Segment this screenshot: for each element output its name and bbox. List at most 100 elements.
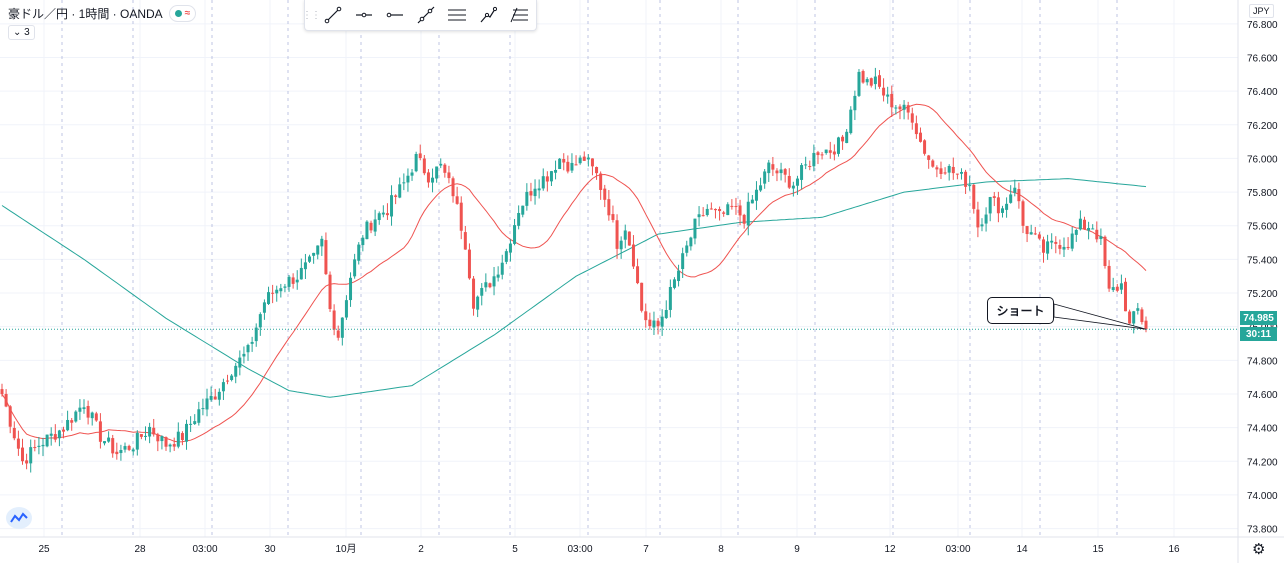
candle-body [135, 432, 139, 450]
time-tick-label: 14 [1016, 544, 1028, 555]
candle-body [701, 215, 705, 217]
candle-body [267, 292, 271, 304]
candle-body [677, 270, 681, 282]
candle-body [62, 429, 66, 432]
candle-body [390, 195, 394, 217]
bar-countdown-label: 30:11 [1240, 327, 1277, 341]
candle-body [193, 421, 197, 425]
candle-body [94, 413, 98, 421]
candle-body [828, 150, 832, 153]
candle-body [681, 253, 685, 270]
candle-body [111, 438, 115, 454]
candle-body [980, 224, 984, 227]
time-tick-label: 30 [264, 544, 276, 555]
fib-retracement-icon[interactable] [503, 0, 534, 30]
candle-body [742, 214, 746, 224]
candle-body [882, 87, 886, 96]
candle-body [939, 168, 943, 174]
candle-body [217, 391, 221, 400]
candle-body [513, 225, 517, 244]
candle-body [1111, 287, 1115, 291]
candle-body [845, 131, 849, 144]
candle-body [172, 444, 176, 447]
candle-body [402, 182, 406, 184]
candle-body [718, 209, 722, 212]
candle-body [369, 222, 373, 231]
candle-body [877, 75, 881, 87]
time-axis-ticks: 25 28 03:00 30 10月 2 5 03:00 7 8 9 12 03:00 14 15 16 [38, 543, 1180, 555]
candle-body [959, 171, 963, 174]
candle-body [230, 375, 234, 381]
candle-body [631, 244, 635, 267]
horizontal-line-icon[interactable] [379, 0, 410, 30]
candle-body [570, 162, 574, 171]
candle-body [574, 164, 578, 166]
symbol-title[interactable]: 豪ドル／円 · 1時間 · OANDA [8, 7, 163, 21]
candle-body [131, 449, 135, 452]
candle-body [816, 152, 820, 156]
candle-body [627, 231, 631, 246]
candle-body [1037, 234, 1041, 239]
candle-body [103, 441, 107, 444]
candle-body [332, 310, 336, 330]
candle-body [476, 296, 480, 310]
extended-line-icon[interactable] [410, 0, 441, 30]
currency-label[interactable]: JPY [1249, 4, 1274, 18]
candle-body [779, 169, 783, 174]
candle-body [988, 197, 992, 214]
candle-body [418, 153, 422, 159]
candle-body [422, 158, 426, 174]
candle-body [808, 166, 812, 168]
candle-body [603, 188, 607, 200]
trend-line-icon[interactable] [317, 0, 348, 30]
drawing-toolbar: ⋮⋮ [302, 0, 537, 31]
price-tick-label: 74.800 [1247, 356, 1278, 367]
candle-body [619, 240, 623, 250]
candle-body [947, 165, 951, 173]
tradingview-logo-icon[interactable] [6, 507, 32, 529]
candle-body [865, 79, 869, 83]
candle-body [1136, 308, 1140, 311]
candle-body [693, 218, 697, 239]
candle-body [447, 172, 451, 179]
parallel-channel-icon[interactable] [441, 0, 472, 30]
market-status-badge[interactable]: ≈ [168, 5, 197, 22]
candle-body [558, 158, 562, 169]
candle-body [927, 155, 931, 160]
candle-body [492, 276, 496, 287]
candle-body [1103, 236, 1107, 266]
candle-body [275, 289, 279, 294]
candle-body [800, 165, 804, 180]
candle-body [1140, 309, 1144, 323]
gear-icon[interactable]: ⚙ [1252, 541, 1266, 558]
info-line-icon[interactable] [472, 0, 503, 30]
candle-body [812, 152, 816, 167]
horizontal-ray-icon[interactable] [348, 0, 379, 30]
candle-body [234, 365, 238, 377]
price-tick-label: 76.000 [1247, 154, 1278, 165]
price-tick-label: 74.200 [1247, 457, 1278, 468]
indicators-toggle[interactable]: ⌄ 3 [8, 25, 35, 40]
candle-body [1029, 232, 1033, 235]
candle-body [398, 184, 402, 198]
price-tick-label: 75.200 [1247, 289, 1278, 300]
candle-body [586, 157, 590, 160]
candle-body [996, 197, 1000, 214]
candle-body [873, 76, 877, 85]
candle-body [709, 208, 713, 210]
drag-handle-icon[interactable]: ⋮⋮ [302, 9, 321, 21]
candle-body [308, 256, 312, 262]
price-axis-ticks: 76.800 76.600 76.400 76.200 76.000 75.800 75.6… [1247, 20, 1278, 536]
candle-body [660, 316, 664, 327]
candle-body [775, 170, 779, 174]
short-annotation[interactable]: ショート [987, 297, 1054, 324]
candle-body [951, 166, 955, 174]
candle-body [1107, 265, 1111, 289]
annotation-leader [1053, 303, 1147, 330]
candle-body [377, 213, 381, 221]
indicator-count: 3 [24, 27, 30, 38]
fast-moving-average [1, 103, 1147, 443]
candle-body [279, 288, 283, 292]
candle-body [21, 447, 25, 462]
